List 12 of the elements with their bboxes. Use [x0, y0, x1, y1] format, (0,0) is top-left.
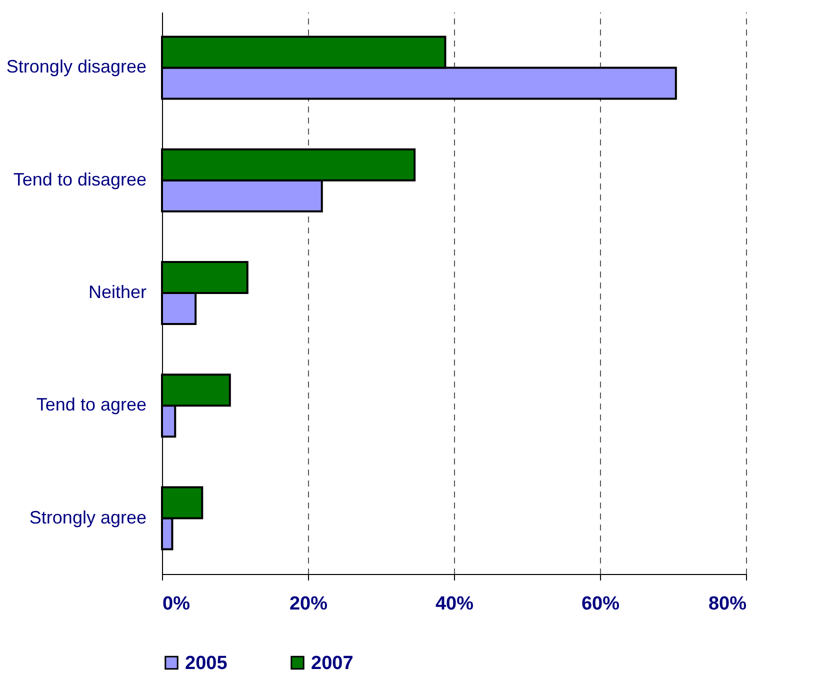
y-tick-label: Strongly disagree — [6, 56, 146, 77]
y-tick-label: Strongly agree — [29, 507, 146, 528]
y-tick-label: Neither — [88, 282, 146, 302]
x-tick-label: 0% — [162, 594, 190, 614]
x-tick-label: 40% — [435, 594, 474, 614]
legend-label: 2007 — [311, 652, 354, 674]
x-tick-label: 20% — [289, 594, 328, 614]
x-tick-label: 60% — [581, 594, 620, 614]
y-tick-label: Tend to disagree — [13, 169, 146, 190]
y-tick-label: Tend to agree — [36, 394, 146, 415]
x-tick-label: 80% — [708, 594, 747, 614]
legend-label: 2005 — [185, 652, 228, 674]
